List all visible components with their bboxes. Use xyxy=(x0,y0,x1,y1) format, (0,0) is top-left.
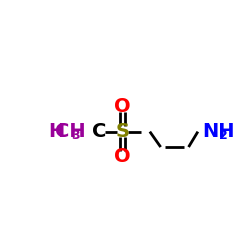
Text: 2: 2 xyxy=(219,129,228,142)
Text: O: O xyxy=(114,147,131,166)
Text: CH: CH xyxy=(55,122,86,141)
Text: O: O xyxy=(114,98,131,116)
Text: 3: 3 xyxy=(71,129,80,142)
Text: S: S xyxy=(116,122,130,141)
Text: C: C xyxy=(92,122,107,141)
Text: H: H xyxy=(48,122,64,141)
Text: NH: NH xyxy=(202,122,234,141)
